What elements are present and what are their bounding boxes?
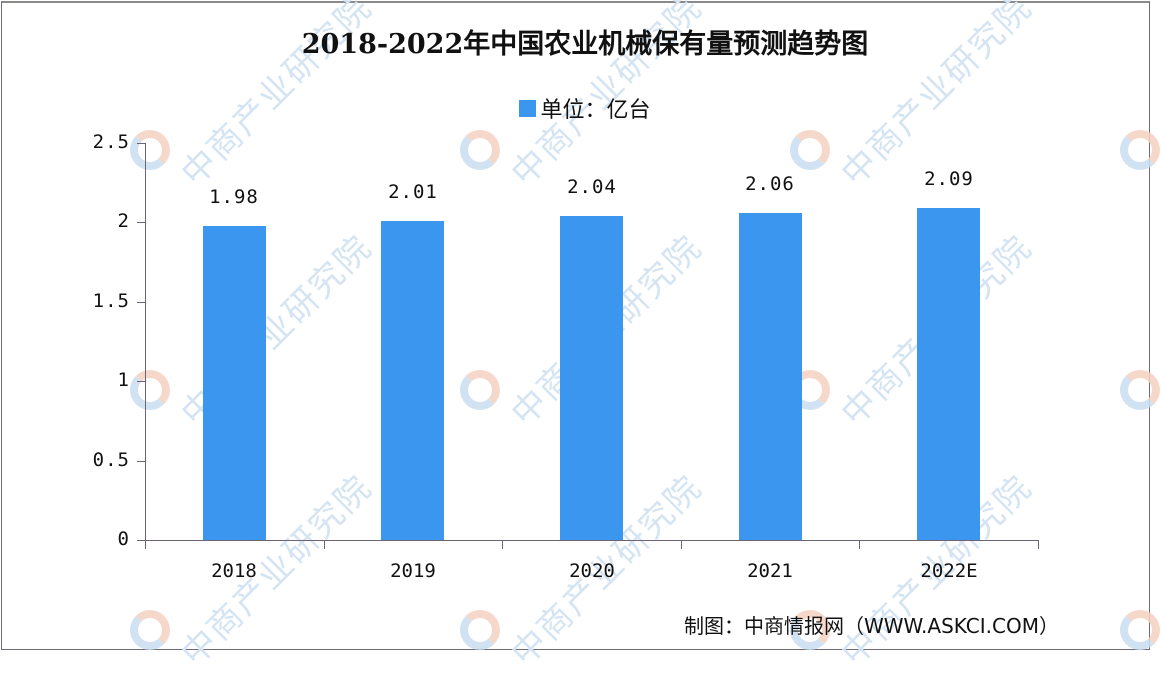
bar-2021 <box>739 213 802 540</box>
y-tick <box>137 461 145 462</box>
y-tick-label: 0.5 <box>92 449 130 471</box>
plot-area: 0 0.5 1 1.5 2 2.5 1.98 2018 2.01 2019 2.04 2020 2.0… <box>92 131 1039 582</box>
bar-value-label: 2.01 <box>388 181 438 203</box>
chart-title: 2018-2022年中国农业机械保有量预测趋势图 <box>301 29 869 60</box>
bar-value-label: 1.98 <box>209 186 259 208</box>
bar-2022E <box>917 208 980 540</box>
bar-value-label: 2.06 <box>745 173 795 195</box>
bar-2018 <box>203 226 266 540</box>
y-tick-label: 0 <box>117 528 130 550</box>
y-tick-label: 2.5 <box>92 131 130 153</box>
source-credit: 制图：中商情报网（WWW.ASKCI.COM） <box>684 614 1059 638</box>
watermark-logo-icon <box>130 370 170 410</box>
watermark-logo-icon <box>1120 130 1160 170</box>
y-tick-label: 1.5 <box>92 290 130 312</box>
y-tick <box>137 222 145 223</box>
x-category-label: 2022E <box>920 560 978 582</box>
y-tick <box>137 302 145 303</box>
x-tick <box>324 540 325 549</box>
y-tick-label: 1 <box>117 369 130 391</box>
x-category-label: 2020 <box>569 560 615 582</box>
y-tick <box>137 540 145 541</box>
x-tick <box>1038 540 1039 549</box>
watermark-logo-icon <box>130 130 170 170</box>
legend-label: 单位：亿台 <box>540 98 651 123</box>
x-axis <box>145 540 1038 541</box>
x-tick <box>145 540 146 549</box>
x-tick <box>502 540 503 549</box>
watermark-logo-icon <box>460 130 500 170</box>
y-tick <box>137 143 145 144</box>
legend-swatch <box>519 99 537 117</box>
bar-2019 <box>381 221 444 540</box>
watermark-logo-icon <box>460 610 500 650</box>
y-tick <box>137 381 145 382</box>
bar-value-label: 2.09 <box>924 168 974 190</box>
y-axis <box>145 143 146 541</box>
watermark-logo-icon <box>790 130 830 170</box>
watermark-logo-icon <box>130 610 170 650</box>
watermark-logo-icon <box>1120 610 1160 650</box>
x-category-label: 2018 <box>211 560 257 582</box>
watermark-logo-icon <box>790 610 830 650</box>
bar-value-label: 2.04 <box>567 176 617 198</box>
bar-2020 <box>560 216 623 540</box>
x-tick <box>859 540 860 549</box>
watermark-logo-icon <box>1120 370 1160 410</box>
x-category-label: 2021 <box>747 560 793 582</box>
y-tick-label: 2 <box>117 210 130 232</box>
watermark-logo-icon <box>460 370 500 410</box>
x-category-label: 2019 <box>390 560 436 582</box>
chart-frame <box>1 1 1150 650</box>
x-tick <box>681 540 682 549</box>
legend: 单位：亿台 <box>0 92 1170 124</box>
